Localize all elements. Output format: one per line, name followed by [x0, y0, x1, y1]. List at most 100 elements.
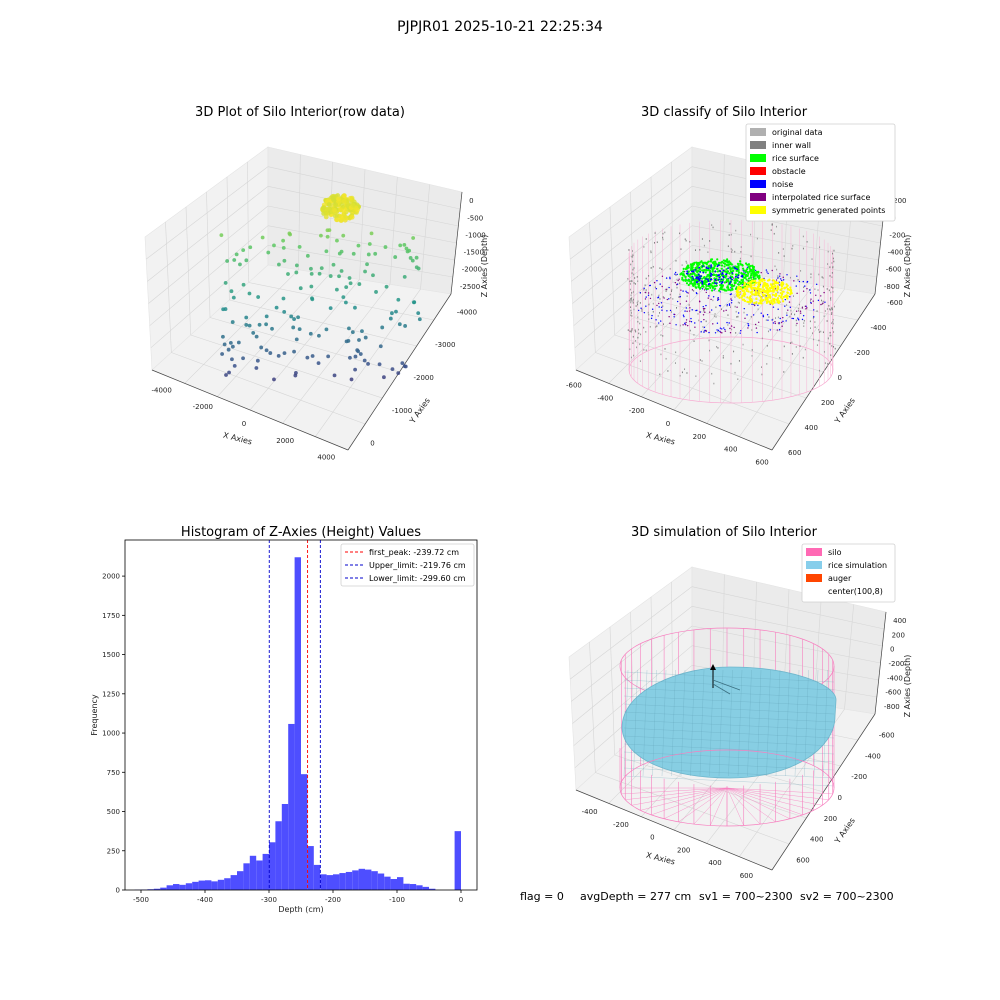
y-tick-label: 1750	[102, 612, 120, 620]
noise-point	[782, 279, 785, 281]
histogram-bar	[173, 884, 180, 890]
data-point	[294, 263, 299, 268]
noise-point	[731, 299, 733, 302]
inner-wall-point	[829, 334, 831, 337]
rice-surface-point	[729, 268, 732, 271]
inner-wall-point	[740, 251, 742, 253]
data-point	[228, 340, 233, 345]
silo-floor-spoke	[726, 787, 744, 826]
noise-point	[795, 310, 798, 312]
rice-surface-point	[705, 287, 708, 290]
noise-point	[743, 307, 745, 310]
x-tick-label: 2000	[276, 437, 294, 445]
noise-point	[716, 329, 718, 331]
data-point	[348, 355, 352, 360]
data-point	[380, 325, 385, 330]
noise-point	[704, 329, 706, 332]
noise-point	[757, 304, 759, 306]
rice-surface-point	[752, 265, 756, 269]
silo-floor-spoke	[664, 787, 728, 819]
inner-wall-point	[702, 326, 704, 328]
inner-wall-point	[640, 333, 642, 336]
data-point	[410, 258, 415, 263]
inner-wall-point	[662, 335, 664, 337]
inner-wall-point	[641, 310, 643, 312]
noise-point	[661, 285, 663, 288]
histogram-bar	[230, 875, 237, 890]
rice-surface-point	[718, 289, 721, 292]
inner-wall-point	[734, 371, 736, 374]
inner-wall-point	[631, 329, 633, 332]
noise-point	[694, 326, 696, 328]
noise-point	[708, 295, 710, 297]
symmetric-point	[755, 293, 758, 297]
data-point	[341, 198, 347, 204]
rice-mesh-line	[718, 669, 724, 777]
x-tick-label: 600	[740, 872, 753, 880]
symmetric-point	[735, 290, 738, 293]
inner-wall-point	[717, 347, 719, 349]
inner-wall-point	[824, 362, 826, 364]
noise-point	[695, 281, 698, 283]
silo-floor-spoke	[710, 787, 728, 826]
noise-point	[728, 304, 731, 306]
rice-surface-point	[741, 267, 745, 270]
noise-point	[779, 317, 781, 320]
legend-frame	[340, 543, 475, 587]
noise-point	[726, 304, 729, 306]
data-point	[230, 320, 235, 324]
inner-wall-point	[630, 314, 632, 317]
inner-wall-point	[662, 305, 664, 307]
symmetric-point	[789, 290, 793, 293]
inner-wall-point	[834, 347, 836, 350]
rice-surface-point	[734, 273, 738, 276]
inner-wall-point	[654, 286, 656, 289]
data-point	[294, 337, 299, 342]
symmetric-point	[765, 301, 768, 304]
inner-wall-point	[750, 233, 752, 236]
noise-point	[753, 304, 756, 307]
inner-wall-point	[686, 372, 688, 374]
inner-wall-point	[630, 299, 632, 301]
noise-point	[702, 314, 705, 316]
data-point	[384, 284, 389, 289]
histogram-x-ticks: -500 -400 -300 -200 -100 0	[133, 890, 463, 904]
symmetric-point	[776, 299, 779, 302]
noise-point	[675, 324, 677, 326]
inner-wall-point	[633, 267, 635, 269]
data-point	[332, 373, 337, 378]
inner-wall-point	[659, 373, 661, 376]
data-point	[350, 203, 356, 208]
z-tick-label: 400	[893, 617, 906, 625]
rice-surface-point	[716, 267, 719, 270]
inner-wall-point	[830, 354, 832, 356]
noise-point	[760, 312, 762, 314]
data-point	[362, 358, 367, 363]
noise-point	[689, 307, 691, 309]
rice-surface-point	[706, 287, 709, 291]
noise-point	[820, 295, 822, 297]
rice-mesh-line	[756, 669, 762, 777]
symmetric-point	[738, 291, 742, 294]
rice-mesh-line	[775, 669, 781, 777]
data-point	[330, 196, 336, 201]
inner-wall-point	[648, 313, 650, 316]
inner-wall-point	[813, 338, 815, 341]
data-point	[296, 315, 300, 320]
legend-label: rice simulation	[828, 561, 887, 570]
inner-wall-point	[831, 345, 833, 347]
inner-wall-point	[634, 283, 636, 285]
rice-surface-point	[699, 261, 702, 264]
inner-wall-point	[689, 240, 691, 243]
inner-wall-point	[766, 345, 768, 347]
data-point	[377, 362, 382, 367]
inner-wall-point	[812, 332, 814, 334]
data-point	[298, 286, 303, 291]
symmetric-point	[774, 286, 777, 289]
legend-label: noise	[772, 180, 793, 189]
panel2-silo-wireframe	[628, 220, 834, 404]
noise-point	[731, 278, 733, 281]
histogram-bar	[166, 885, 173, 890]
rice-surface-point	[727, 264, 730, 267]
data-point	[292, 349, 296, 354]
